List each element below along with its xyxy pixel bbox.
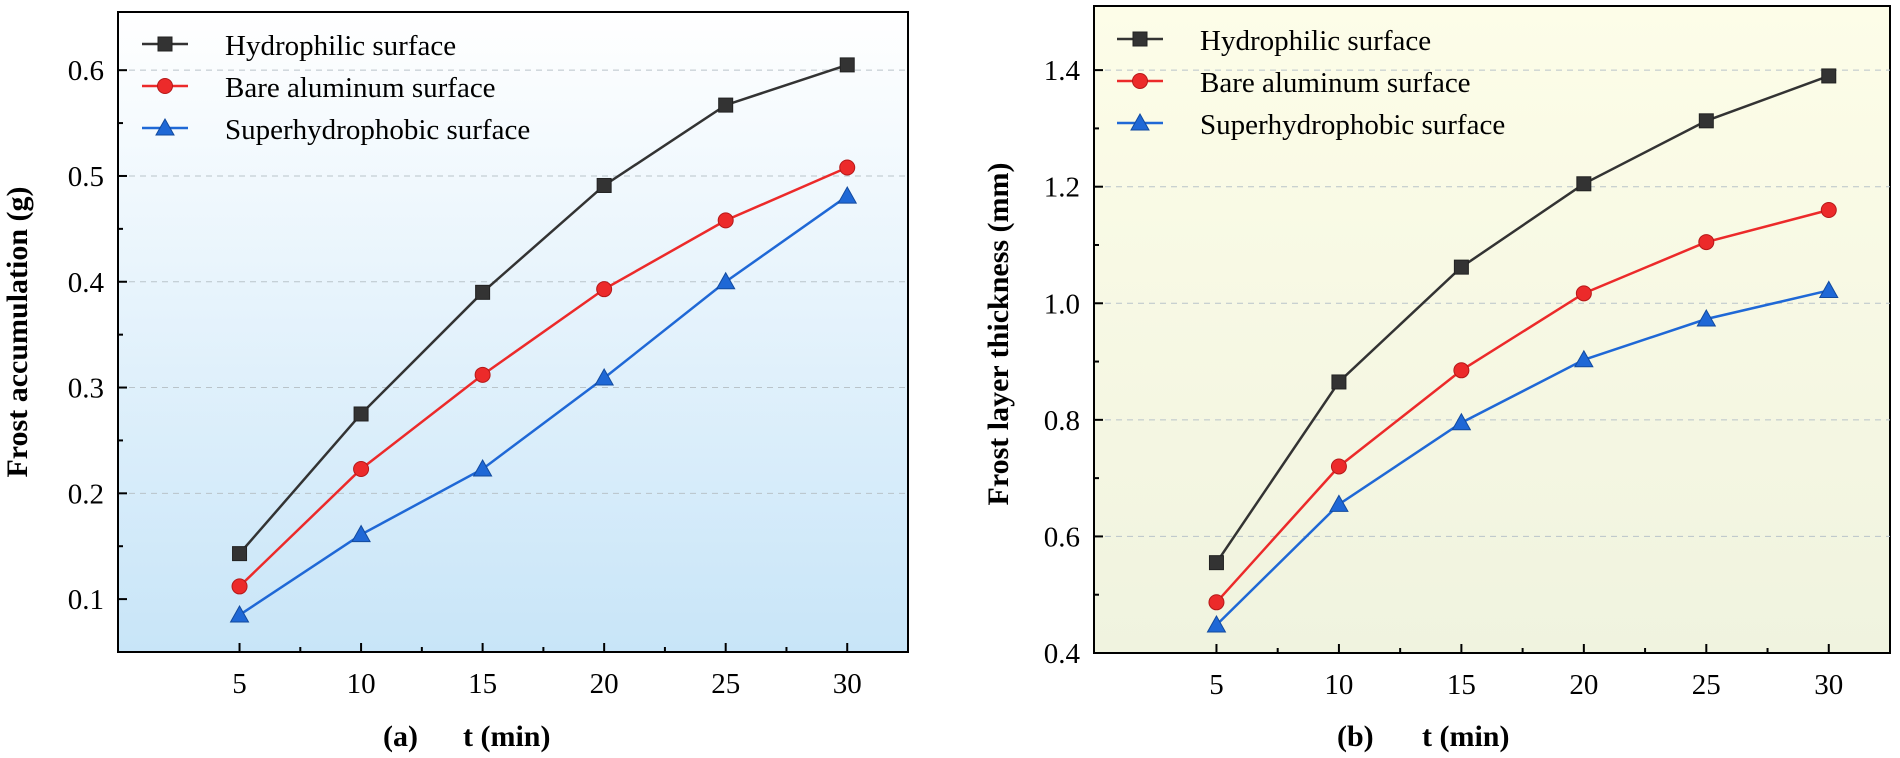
y-tick-label-b-1: 0.6: [1044, 521, 1080, 553]
panel-label-a: (a): [383, 720, 418, 753]
y-tick-label-a-4: 0.5: [68, 161, 104, 193]
point-b-bare-aluminum-25: [1698, 234, 1715, 251]
x-tick-label-b-2: 15: [1447, 669, 1476, 701]
point-a-hydrophilic-10: [353, 406, 369, 422]
point-a-superhydrophobic-30: [837, 186, 858, 204]
point-b-superhydrophobic-30: [1818, 280, 1839, 298]
legend-b-label-hydrophilic: Hydrophilic surface: [1200, 25, 1431, 57]
y-tick-label-b-0: 0.4: [1044, 638, 1081, 670]
legend-a-label-hydrophilic: Hydrophilic surface: [225, 30, 456, 62]
point-a-superhydrophobic-25: [715, 271, 736, 290]
point-b-hydrophilic-25: [1698, 113, 1714, 129]
series-line-a-hydrophilic: [238, 63, 848, 555]
point-b-bare-aluminum-5: [1208, 594, 1225, 611]
y-tick-label-b-3: 1.0: [1044, 288, 1080, 320]
y-axis-title-a: Frost accumulation (g): [1, 186, 34, 477]
point-b-hydrophilic-20: [1576, 176, 1592, 192]
point-b-bare-aluminum-30: [1820, 202, 1837, 219]
legend-b-marker-superhydrophobic: [1130, 112, 1150, 131]
series-line-b-superhydrophobic: [1215, 289, 1830, 626]
y-tick-label-b-4: 1.2: [1044, 172, 1080, 204]
point-b-superhydrophobic-20: [1573, 349, 1594, 368]
point-b-bare-aluminum-10: [1330, 458, 1347, 475]
ticks-a: 0.1 0.2 0.3 0.4 0.5 0.6 5 10 15 20 25 30: [68, 55, 862, 700]
point-a-hydrophilic-30: [839, 57, 855, 73]
y-tick-label-a-3: 0.4: [68, 267, 105, 299]
point-a-bare-aluminum-10: [353, 460, 370, 477]
series-line-a-superhydrophobic: [238, 195, 848, 617]
legend-b-marker-hydrophilic: [1132, 31, 1148, 47]
panel-b: 0.4 0.6 0.8 1.0 1.2 1.4 5 10 15 20 25 30 Hydrophili…: [982, 5, 1891, 753]
plot-area-a: [117, 11, 909, 653]
point-a-hydrophilic-15: [475, 284, 491, 300]
point-b-superhydrophobic-15: [1451, 412, 1472, 431]
point-a-bare-aluminum-5: [231, 578, 248, 595]
point-b-hydrophilic-10: [1331, 374, 1347, 390]
plot-area-b: [1093, 5, 1891, 654]
x-tick-label-b-4: 25: [1692, 669, 1721, 701]
legend-a-marker-bare-aluminum: [157, 78, 173, 94]
legend-b: Hydrophilic surface Bare aluminum surfac…: [1117, 25, 1505, 141]
y-tick-label-b-2: 0.8: [1044, 405, 1080, 437]
point-b-hydrophilic-15: [1453, 259, 1469, 275]
point-b-hydrophilic-5: [1208, 555, 1224, 571]
y-tick-label-a-2: 0.3: [68, 373, 104, 405]
point-b-bare-aluminum-20: [1575, 285, 1592, 302]
point-b-superhydrophobic-5: [1206, 615, 1227, 633]
point-a-superhydrophobic-15: [472, 458, 493, 477]
x-axis-title-b: t (min): [1422, 720, 1509, 753]
series-line-b-hydrophilic: [1215, 74, 1830, 564]
legend-a-label-superhydrophobic: Superhydrophobic surface: [225, 114, 530, 146]
x-tick-label-a-5: 30: [833, 668, 862, 700]
series-b: [1206, 68, 1839, 633]
legend-a-marker-superhydrophobic: [155, 117, 175, 136]
y-tick-label-b-5: 1.4: [1044, 55, 1081, 87]
point-b-bare-aluminum-15: [1453, 362, 1470, 379]
point-a-hydrophilic-25: [718, 97, 734, 113]
point-b-superhydrophobic-25: [1696, 308, 1717, 327]
y-axis-title-b: Frost layer thickness (mm): [982, 162, 1015, 505]
x-tick-label-a-3: 20: [590, 668, 619, 700]
point-a-superhydrophobic-5: [229, 604, 250, 623]
y-tick-label-a-5: 0.6: [68, 55, 104, 87]
point-b-superhydrophobic-10: [1329, 494, 1349, 512]
x-tick-label-b-5: 30: [1814, 669, 1843, 701]
x-axis-title-a: t (min): [463, 720, 550, 753]
point-a-superhydrophobic-20: [594, 367, 615, 386]
point-a-bare-aluminum-20: [596, 281, 613, 298]
panel-a: 0.1 0.2 0.3 0.4 0.5 0.6 5 10 15 20 25 30 Hydrophili…: [1, 11, 909, 753]
y-tick-label-a-1: 0.2: [68, 478, 104, 510]
legend-b-marker-bare-aluminum: [1132, 73, 1148, 89]
x-tick-label-a-0: 5: [232, 668, 247, 700]
point-a-hydrophilic-5: [232, 546, 248, 562]
series-a: [229, 57, 858, 623]
x-tick-label-b-0: 5: [1209, 669, 1224, 701]
x-tick-label-b-1: 10: [1324, 669, 1353, 701]
point-a-hydrophilic-20: [596, 177, 612, 193]
legend-b-label-bare-aluminum: Bare aluminum surface: [1200, 67, 1471, 99]
legend-a-label-bare-aluminum: Bare aluminum surface: [225, 72, 496, 104]
ticks-b: 0.4 0.6 0.8 1.0 1.2 1.4 5 10 15 20 25 30: [1044, 55, 1844, 701]
y-tick-label-a-0: 0.1: [68, 584, 104, 616]
legend-b-label-superhydrophobic: Superhydrophobic surface: [1200, 109, 1505, 141]
legend-a: Hydrophilic surface Bare aluminum surfac…: [142, 30, 530, 146]
panel-label-b: (b): [1337, 720, 1374, 753]
point-a-bare-aluminum-15: [474, 366, 491, 383]
x-tick-label-a-2: 15: [468, 668, 497, 700]
gridlines-b: [1094, 69, 1890, 537]
legend-a-marker-hydrophilic: [157, 36, 173, 52]
x-tick-label-a-1: 10: [347, 668, 376, 700]
point-b-hydrophilic-30: [1821, 68, 1837, 84]
x-tick-label-a-4: 25: [711, 668, 740, 700]
point-a-bare-aluminum-30: [839, 159, 856, 176]
series-line-b-bare-aluminum: [1215, 208, 1830, 604]
point-a-superhydrophobic-10: [351, 524, 371, 543]
point-a-bare-aluminum-25: [717, 212, 734, 229]
series-line-a-bare-aluminum: [238, 166, 848, 588]
x-tick-label-b-3: 20: [1569, 669, 1598, 701]
